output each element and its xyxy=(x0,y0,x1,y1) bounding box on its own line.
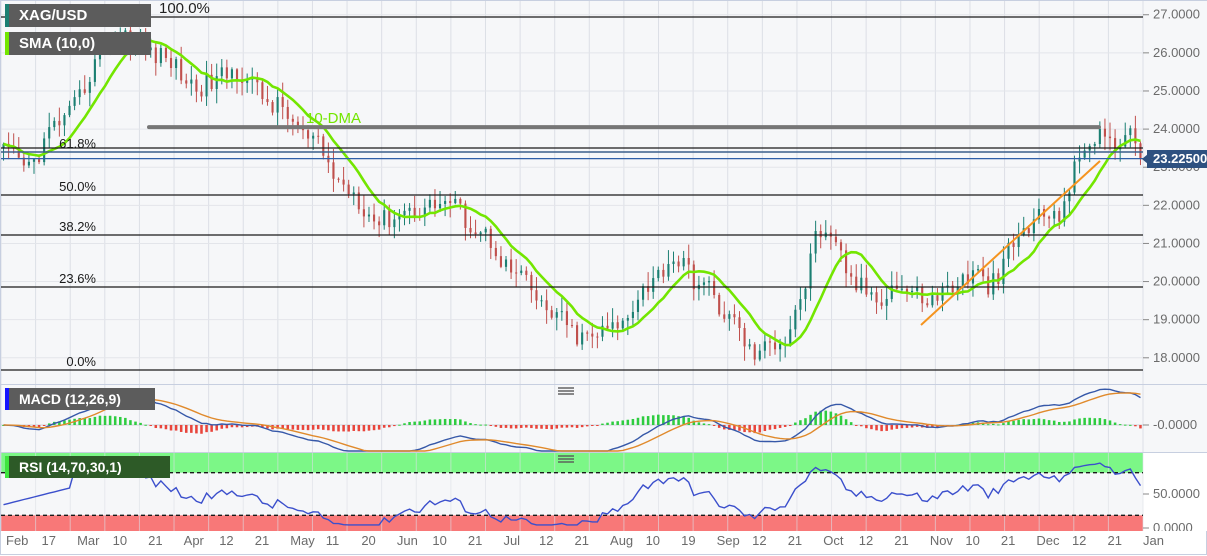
svg-text:27.0000: 27.0000 xyxy=(1153,7,1200,22)
svg-text:50.0%: 50.0% xyxy=(59,179,96,194)
svg-text:10-DMA: 10-DMA xyxy=(306,110,361,127)
svg-text:26.0000: 26.0000 xyxy=(1153,45,1200,60)
svg-text:23.6%: 23.6% xyxy=(59,271,96,286)
svg-text:-0.0000: -0.0000 xyxy=(1153,417,1197,432)
svg-text:19.0000: 19.0000 xyxy=(1153,312,1200,327)
svg-text:100.0%: 100.0% xyxy=(159,1,210,17)
svg-text:21.0000: 21.0000 xyxy=(1153,235,1200,250)
svg-text:24.0000: 24.0000 xyxy=(1153,121,1200,136)
svg-text:0.0000: 0.0000 xyxy=(1153,520,1193,531)
svg-text:0.0%: 0.0% xyxy=(66,354,96,369)
svg-text:20.0000: 20.0000 xyxy=(1153,274,1200,289)
svg-text:22.0000: 22.0000 xyxy=(1153,197,1200,212)
svg-text:18.0000: 18.0000 xyxy=(1153,350,1200,365)
svg-text:50.0000: 50.0000 xyxy=(1153,486,1200,501)
svg-text:38.2%: 38.2% xyxy=(59,219,96,234)
svg-text:61.8%: 61.8% xyxy=(59,136,96,151)
svg-text:25.0000: 25.0000 xyxy=(1153,83,1200,98)
